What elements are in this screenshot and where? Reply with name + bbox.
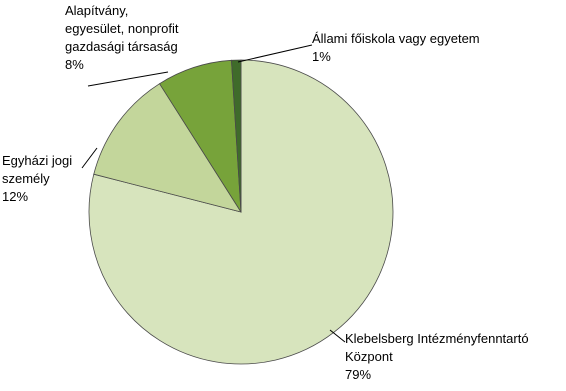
category-label: Egyházi jogi személy	[2, 153, 73, 186]
category-label: Alapítvány, egyesület, nonprofit gazdasá…	[65, 3, 179, 54]
value-label: 1%	[312, 49, 331, 64]
slices	[88, 59, 394, 365]
value-label: 12%	[2, 189, 29, 204]
leader-lines	[81, 44, 346, 343]
leader-line	[237, 44, 313, 63]
pie-slice	[231, 59, 242, 213]
leader-line	[329, 329, 346, 343]
value-label: 8%	[65, 57, 84, 72]
leader-line	[81, 147, 98, 169]
leader-line	[87, 71, 169, 87]
category-label: Klebelsberg Intézményfenntartó Központ	[345, 331, 529, 364]
category-label: Állami főiskola vagy egyetem	[312, 31, 480, 46]
pie-slice	[93, 83, 242, 213]
slice-label: Alapítvány, egyesület, nonprofit gazdasá…	[65, 2, 187, 74]
value-label: 79%	[345, 367, 372, 382]
slice-label: Klebelsberg Intézményfenntartó Központ 7…	[345, 330, 535, 384]
slice-label: Egyházi jogi személy 12%	[2, 152, 80, 206]
slice-label: Állami főiskola vagy egyetem 1%	[312, 30, 480, 66]
